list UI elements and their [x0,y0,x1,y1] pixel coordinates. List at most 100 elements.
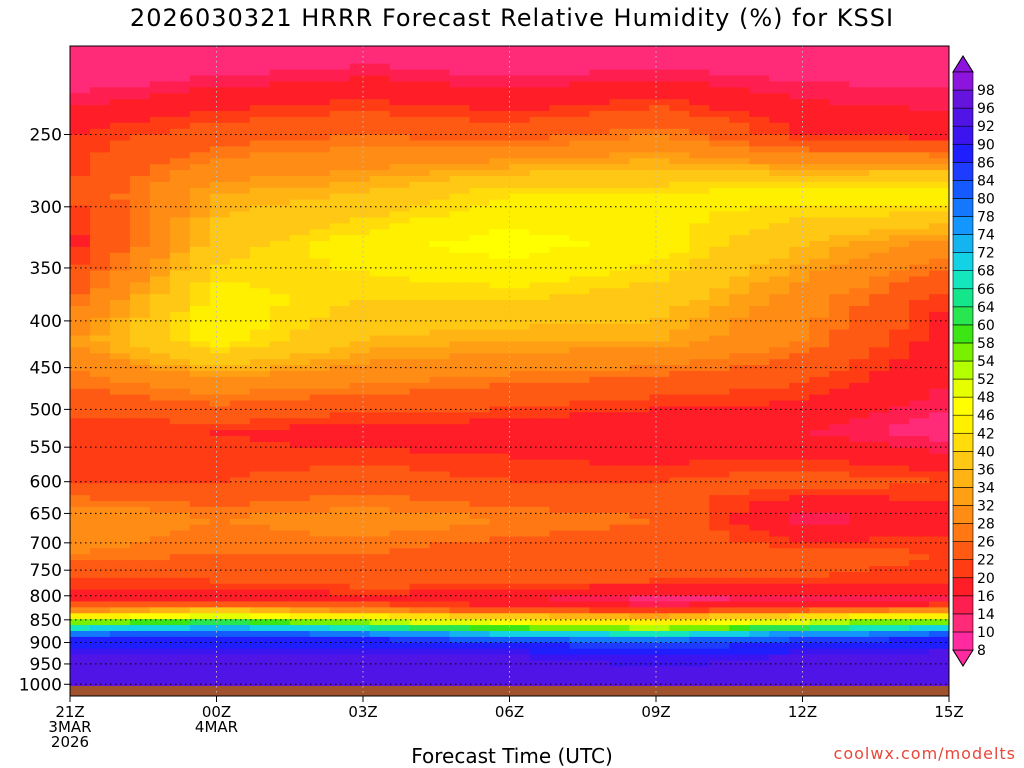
heatmap-cell [689,577,710,585]
heatmap-cell [389,111,411,118]
colorbar-swatch [952,71,974,91]
heatmap-cell [849,270,870,278]
heatmap-cell [589,554,610,561]
heatmap-cell [589,607,610,614]
heatmap-cell [309,134,331,142]
heatmap-cell [169,365,191,372]
heatmap-cell [70,607,91,614]
heatmap-cell [209,246,231,254]
heatmap-cell [849,69,870,77]
heatmap-cell [869,69,890,77]
heatmap-cell [589,57,610,65]
heatmap-cell [129,400,151,408]
heatmap-cell [589,229,610,236]
heatmap-cell [889,548,910,555]
heatmap-cell [449,678,471,685]
heatmap-cell [449,406,471,413]
heatmap-cell [409,282,431,289]
heatmap-cell [329,388,351,396]
heatmap-cell [489,583,511,591]
heatmap-cell [929,518,949,526]
heatmap-cell [549,69,571,77]
heatmap-cell [709,560,730,567]
heatmap-cell [409,506,431,514]
heatmap-cell [229,134,251,142]
heatmap-cell [729,495,750,502]
heatmap-cell [809,648,830,656]
heatmap-cell [449,607,471,614]
heatmap-cell [609,512,630,520]
heatmap-cell [789,471,810,478]
heatmap-cell [929,181,949,189]
heatmap-cell [669,430,690,437]
heatmap-cell [729,424,750,431]
heatmap-cell [269,170,291,177]
heatmap-cell [849,465,870,473]
heatmap-cell [349,252,371,260]
heatmap-cell [769,116,790,124]
heatmap-cell [389,140,411,148]
heatmap-cell [209,217,231,224]
heatmap-cell [269,530,291,538]
heatmap-cell [889,412,910,419]
heatmap-cell [149,140,171,148]
heatmap-cell [389,453,411,461]
heatmap-cell [209,489,231,496]
heatmap-cell [369,636,391,644]
heatmap-cell [809,518,830,526]
heatmap-cell [649,577,670,585]
heatmap-cell [469,193,491,201]
heatmap-cell [169,329,191,337]
heatmap-cell [129,57,151,65]
heatmap-cell [609,453,630,461]
heatmap-cell [549,453,571,461]
heatmap-cell [809,264,830,272]
heatmap-cell [769,93,790,100]
heatmap-cell [169,613,191,620]
heatmap-cell [269,181,291,189]
heatmap-cell [189,441,211,449]
heatmap-cell [829,542,850,549]
heatmap-cell [629,158,650,165]
heatmap-cell [849,229,870,236]
heatmap-cell [70,418,91,425]
heatmap-cell [70,170,91,177]
heatmap-cell [649,306,670,313]
heatmap-cell [409,636,431,644]
heatmap-cell [70,412,91,419]
heatmap-cell [689,607,710,614]
heatmap-cell [449,311,471,319]
heatmap-cell [129,465,151,473]
heatmap-cell [689,122,710,130]
heatmap-cell [369,672,391,679]
heatmap-cell [129,140,151,148]
heatmap-cell [409,642,431,650]
heatmap-cell [649,323,670,331]
heatmap-cell [129,105,151,112]
y-tick-label: 400 [30,312,62,332]
heatmap-cell [229,441,251,449]
heatmap-cell [889,57,910,65]
heatmap-cell [129,595,151,603]
heatmap-cell [409,471,431,478]
heatmap-cell [649,317,670,325]
heatmap-cell [589,146,610,153]
heatmap-cell [249,636,271,644]
heatmap-cell [129,613,151,620]
heatmap-cell [929,418,949,425]
heatmap-cell [109,146,131,153]
heatmap-cell [309,217,331,224]
heatmap-cell [649,542,670,549]
heatmap-cell [369,306,391,313]
heatmap-cell [689,388,710,396]
heatmap-cell [389,288,411,295]
heatmap-cell [109,642,131,650]
heatmap-cell [649,353,670,360]
heatmap-cell [189,311,211,319]
heatmap-cell [129,654,151,662]
heatmap-cell [70,258,91,266]
heatmap-cell [729,388,750,396]
heatmap-cell [929,205,949,213]
heatmap-cell [929,666,949,673]
heatmap-cell [429,170,451,177]
